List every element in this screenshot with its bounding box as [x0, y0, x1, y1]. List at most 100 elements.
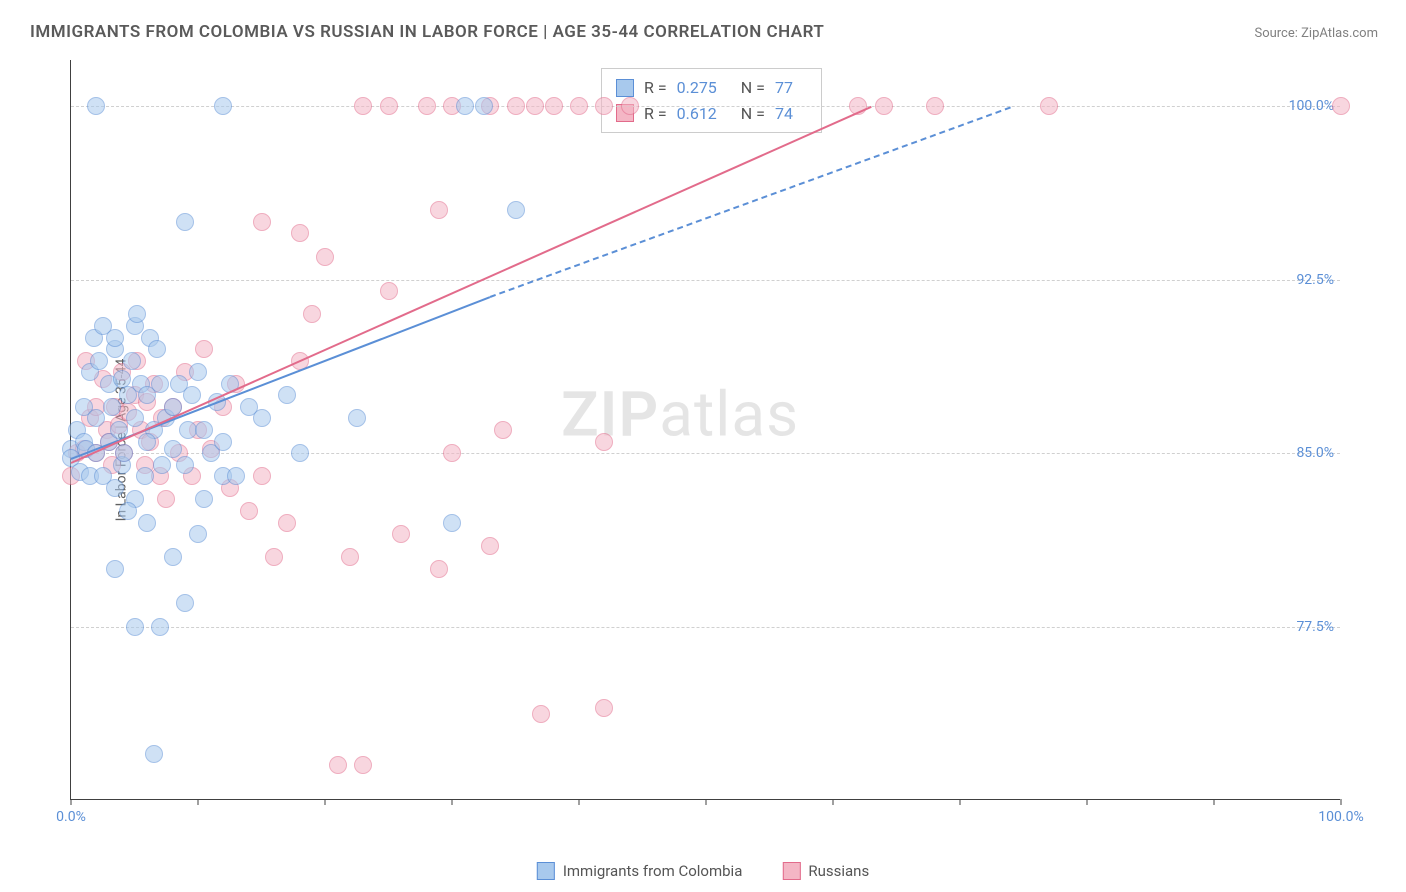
scatter-point: [621, 97, 639, 115]
scatter-point: [227, 467, 245, 485]
gridline-h: [71, 453, 1340, 454]
scatter-point: [176, 213, 194, 231]
scatter-point: [214, 97, 232, 115]
legend-swatch-colombia: [537, 862, 555, 880]
scatter-point: [481, 537, 499, 555]
scatter-point: [265, 548, 283, 566]
scatter-point: [126, 618, 144, 636]
scatter-point: [354, 97, 372, 115]
scatter-point: [123, 352, 141, 370]
scatter-point: [189, 363, 207, 381]
r-label: R =: [644, 101, 667, 127]
plot-region: ZIPatlas R = 0.275 N = 77 R = 0.612 N = …: [70, 60, 1340, 800]
scatter-point: [443, 514, 461, 532]
n-label: N =: [741, 75, 765, 101]
legend-swatch-russians: [782, 862, 800, 880]
n-value-colombia: 77: [775, 75, 793, 101]
scatter-point: [341, 548, 359, 566]
y-tick-label: 100.0%: [1289, 98, 1334, 114]
scatter-point: [348, 409, 366, 427]
scatter-point: [316, 248, 334, 266]
gridline-h: [71, 106, 1340, 107]
scatter-point: [430, 201, 448, 219]
stats-row-colombia: R = 0.275 N = 77: [616, 75, 807, 101]
scatter-point: [278, 514, 296, 532]
scatter-point: [380, 97, 398, 115]
scatter-point: [392, 525, 410, 543]
legend-label-colombia: Immigrants from Colombia: [563, 862, 743, 880]
x-tick-mark: [1087, 799, 1088, 805]
n-label: N =: [741, 101, 765, 127]
scatter-point: [145, 745, 163, 763]
scatter-point: [329, 756, 347, 774]
scatter-point: [87, 97, 105, 115]
x-tick-label: 0.0%: [56, 809, 86, 825]
scatter-point: [532, 705, 550, 723]
scatter-point: [138, 433, 156, 451]
scatter-point: [151, 618, 169, 636]
scatter-point: [595, 97, 613, 115]
gridline-h: [71, 280, 1340, 281]
chart-title: IMMIGRANTS FROM COLOMBIA VS RUSSIAN IN L…: [30, 22, 824, 42]
scatter-point: [253, 213, 271, 231]
scatter-point: [136, 467, 154, 485]
x-tick-mark: [452, 799, 453, 805]
scatter-point: [106, 560, 124, 578]
scatter-point: [195, 340, 213, 358]
scatter-point: [195, 421, 213, 439]
scatter-point: [380, 282, 398, 300]
x-tick-mark: [960, 799, 961, 805]
x-tick-mark: [706, 799, 707, 805]
scatter-point: [1332, 97, 1350, 115]
legend-item-colombia: Immigrants from Colombia: [537, 862, 743, 880]
scatter-point: [240, 502, 258, 520]
trend-line: [71, 106, 872, 464]
scatter-point: [176, 594, 194, 612]
scatter-point: [875, 97, 893, 115]
x-tick-mark: [579, 799, 580, 805]
scatter-point: [157, 490, 175, 508]
scatter-point: [87, 409, 105, 427]
scatter-point: [106, 479, 124, 497]
scatter-point: [570, 97, 588, 115]
scatter-point: [115, 444, 133, 462]
scatter-point: [291, 444, 309, 462]
scatter-point: [430, 560, 448, 578]
r-value-colombia: 0.275: [677, 75, 717, 101]
scatter-point: [475, 97, 493, 115]
scatter-point: [253, 409, 271, 427]
swatch-colombia: [616, 79, 634, 97]
x-tick-mark: [1214, 799, 1215, 805]
scatter-point: [303, 305, 321, 323]
scatter-point: [545, 97, 563, 115]
scatter-point: [128, 305, 146, 323]
r-label: R =: [644, 75, 667, 101]
scatter-point: [595, 699, 613, 717]
scatter-point: [926, 97, 944, 115]
scatter-point: [106, 329, 124, 347]
scatter-point: [1040, 97, 1058, 115]
source-attribution: Source: ZipAtlas.com: [1254, 26, 1378, 41]
trend-line: [490, 106, 1011, 297]
watermark-light: atlas: [659, 378, 799, 451]
scatter-point: [90, 352, 108, 370]
scatter-point: [291, 224, 309, 242]
scatter-point: [164, 440, 182, 458]
legend-label-russians: Russians: [808, 862, 869, 880]
scatter-point: [195, 490, 213, 508]
scatter-point: [354, 756, 372, 774]
scatter-point: [183, 386, 201, 404]
n-value-russians: 74: [775, 101, 793, 127]
x-tick-label: 100.0%: [1318, 809, 1363, 825]
chart-area: In Labor Force | Age 35-44 ZIPatlas R = …: [50, 60, 1370, 820]
gridline-h: [71, 627, 1340, 628]
y-tick-label: 77.5%: [1296, 619, 1334, 635]
legend-item-russians: Russians: [782, 862, 869, 880]
r-value-russians: 0.612: [677, 101, 717, 127]
scatter-point: [494, 421, 512, 439]
scatter-point: [278, 386, 296, 404]
x-tick-mark: [833, 799, 834, 805]
scatter-point: [103, 398, 121, 416]
scatter-point: [179, 421, 197, 439]
x-tick-mark: [325, 799, 326, 805]
